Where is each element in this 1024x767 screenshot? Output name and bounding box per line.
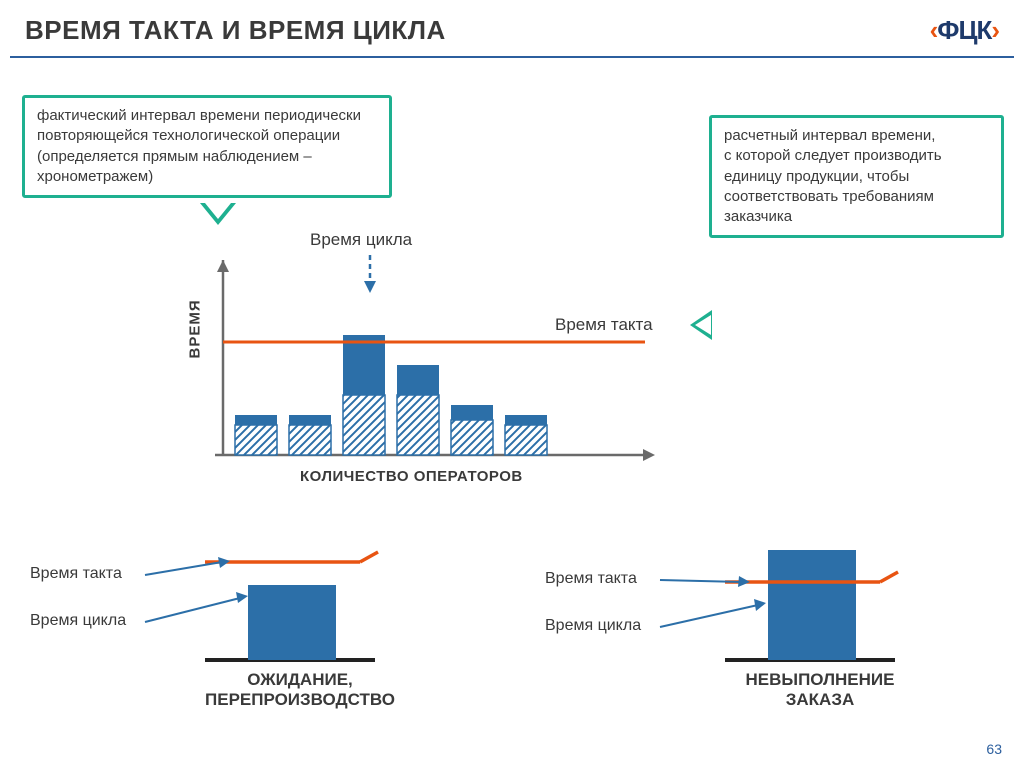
page-title: ВРЕМЯ ТАКТА И ВРЕМЯ ЦИКЛА: [25, 15, 446, 46]
bl-cycle-label: Время цикла: [30, 612, 126, 630]
bl-title: ОЖИДАНИЕ, ПЕРЕПРОИЗВОДСТВО: [185, 670, 415, 710]
header-divider: [10, 56, 1014, 58]
main-bar-chart: [215, 260, 665, 470]
nonfulfillment-chart: [530, 540, 900, 680]
page-number: 63: [986, 741, 1002, 757]
y-axis-label: ВРЕМЯ: [187, 299, 204, 358]
bottom-right-panel: Время такта Время цикла НЕВЫПОЛНЕНИЕ ЗАК…: [530, 540, 900, 685]
x-axis-label: КОЛИЧЕСТВО ОПЕРАТОРОВ: [300, 468, 523, 485]
cycle-time-label: Время цикла: [310, 230, 412, 250]
callout-tail-right: [690, 310, 712, 340]
callout-cycle-time: фактический интервал времени периодическ…: [22, 95, 392, 198]
callout-takt-time: расчетный интервал времени, с которой сл…: [709, 115, 1004, 238]
br-title: НЕВЫПОЛНЕНИЕ ЗАКАЗА: [715, 670, 925, 710]
callout-tail-left: [200, 203, 236, 225]
header: ВРЕМЯ ТАКТА И ВРЕМЯ ЦИКЛА ‹ФЦК›: [0, 0, 1024, 56]
bl-takt-label: Время такта: [30, 565, 122, 583]
br-cycle-label: Время цикла: [545, 617, 641, 635]
br-takt-label: Время такта: [545, 570, 637, 588]
logo: ‹ФЦК›: [930, 15, 999, 46]
waiting-chart: [30, 540, 380, 680]
logo-text: ФЦК: [937, 15, 991, 45]
bottom-left-panel: Время такта Время цикла ОЖИДАНИЕ, ПЕРЕПР…: [30, 540, 380, 685]
logo-bracket-right: ›: [991, 15, 999, 45]
